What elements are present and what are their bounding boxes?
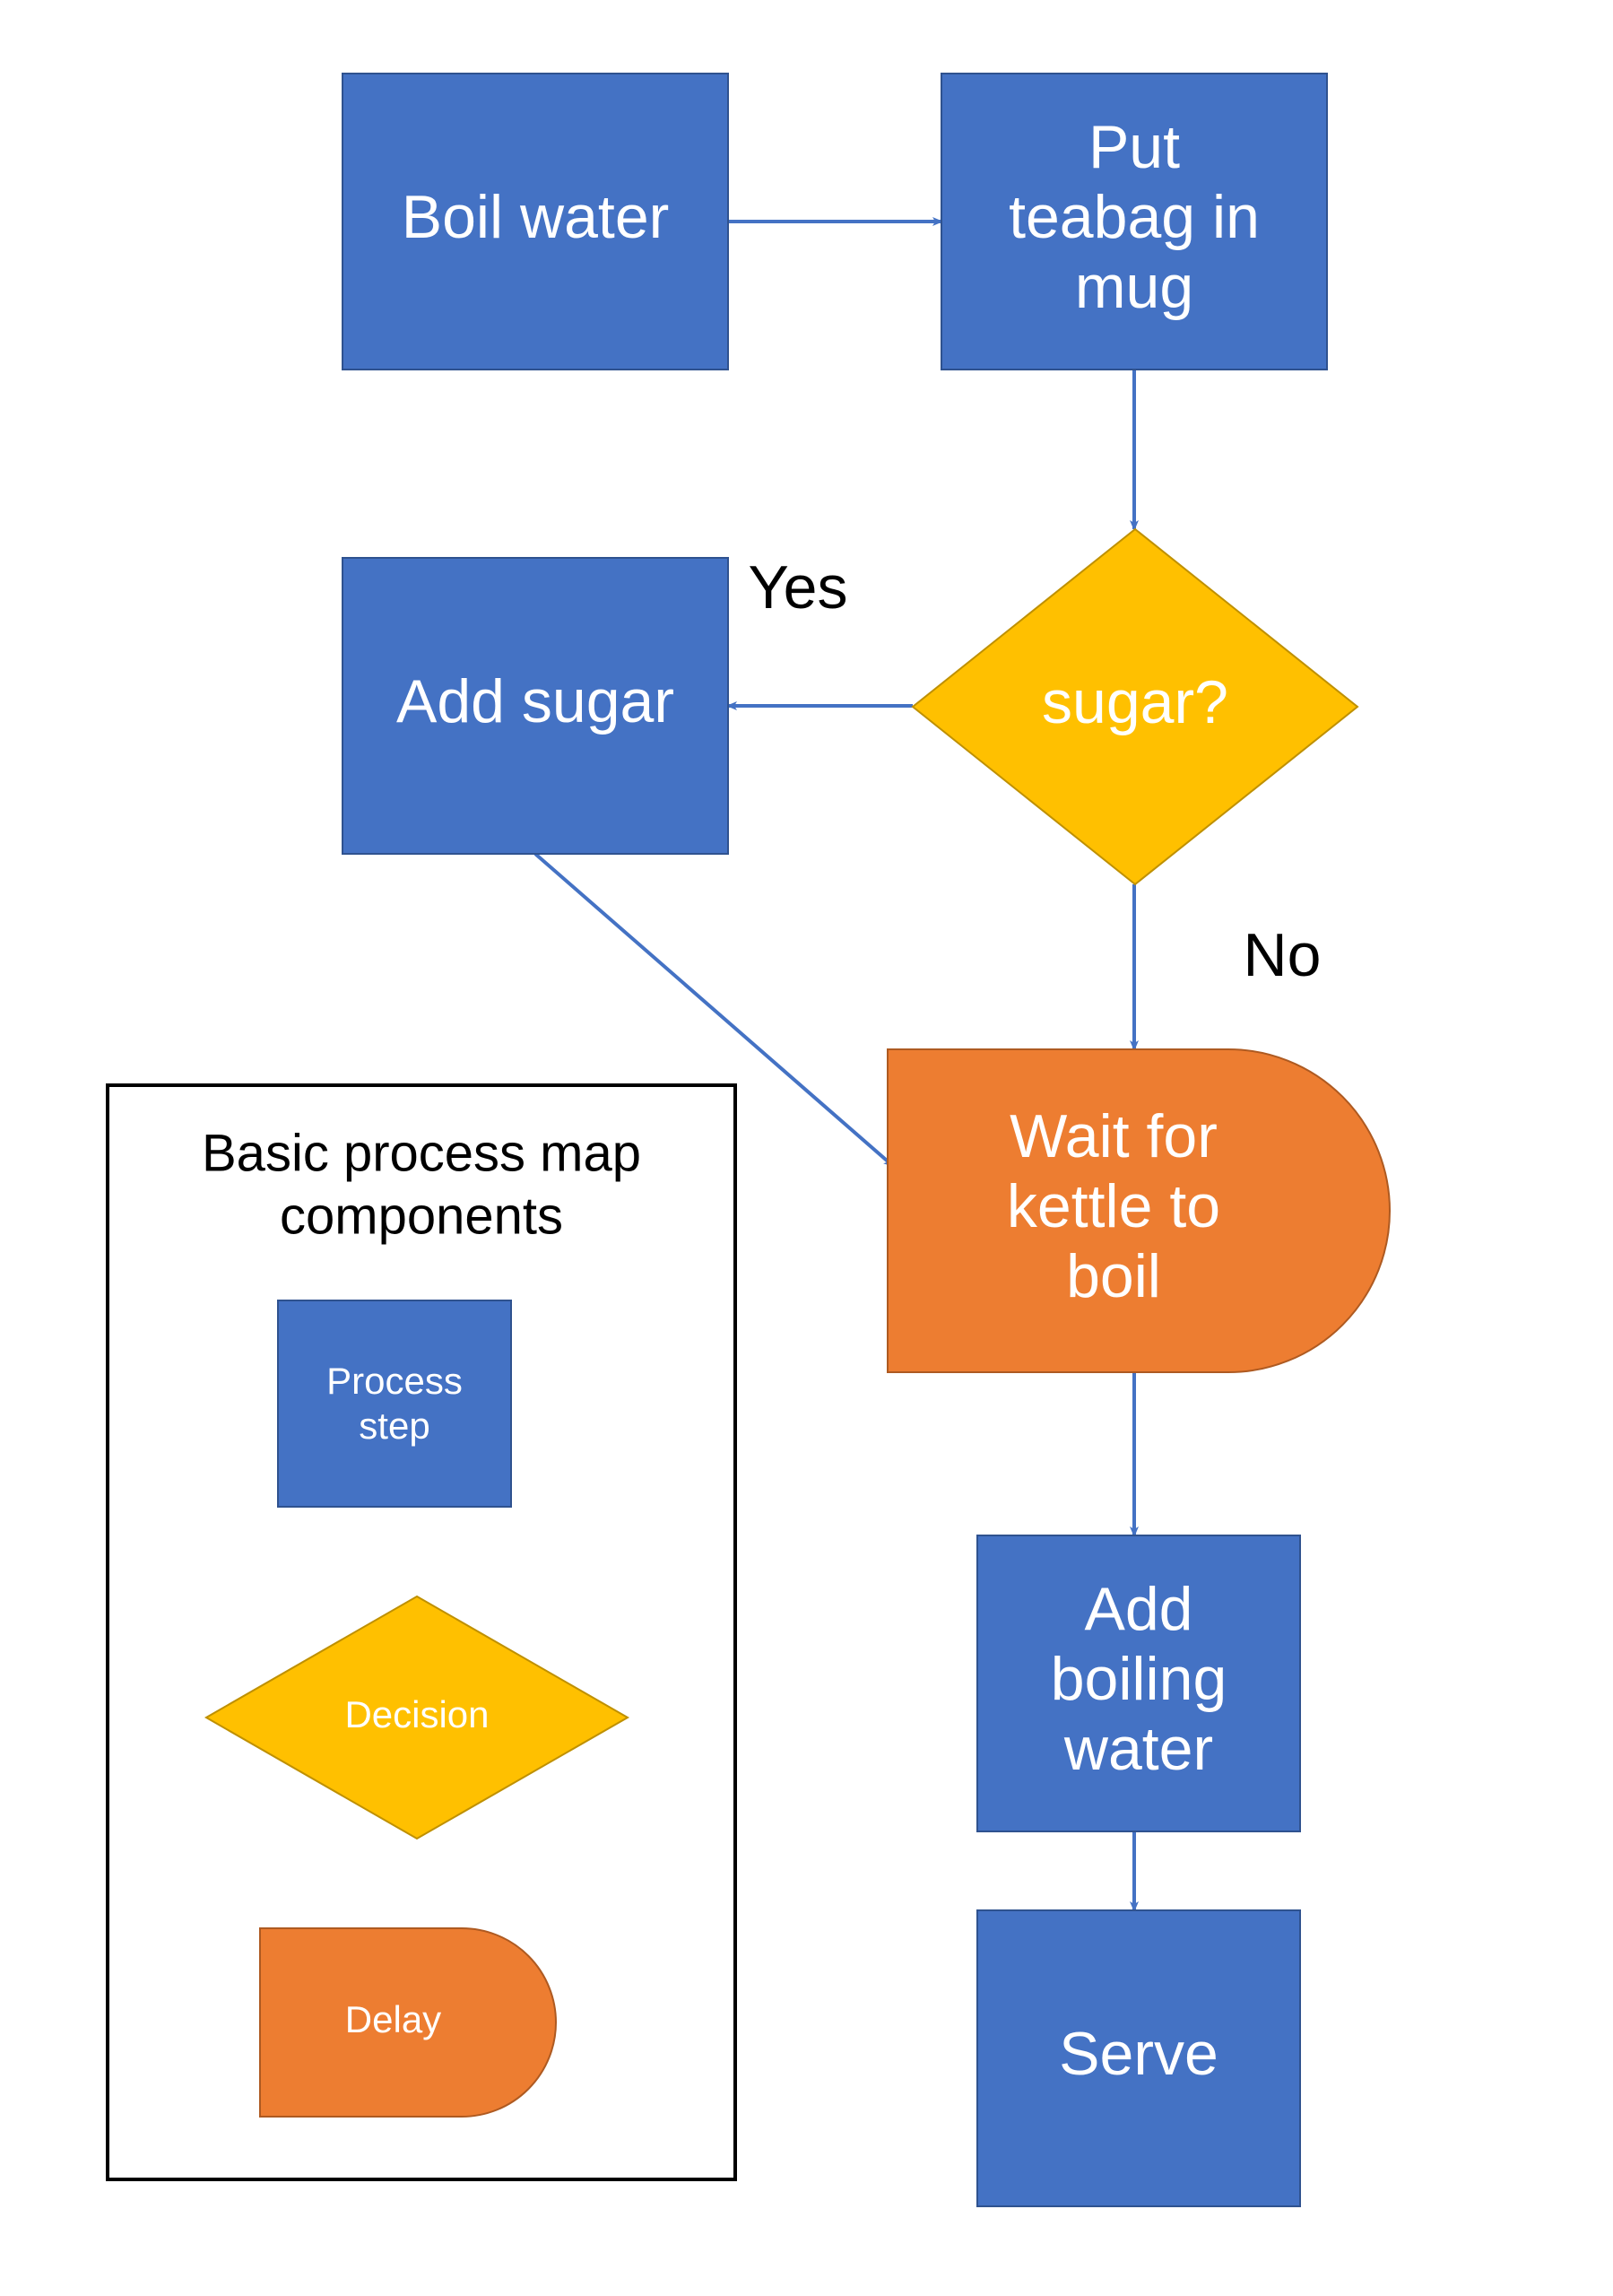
node-text: teabag in: [1009, 183, 1260, 251]
legend-title: Basic process map: [202, 1124, 641, 1182]
node-text: Put: [1088, 113, 1180, 181]
node-text: Add sugar: [396, 667, 674, 735]
edge-4: [535, 854, 893, 1166]
node-boil_water: Boil water: [343, 74, 728, 370]
svg-text:step: step: [359, 1405, 429, 1447]
node-serve: Serve: [977, 1910, 1300, 2206]
edge-label-no: No: [1244, 921, 1322, 989]
svg-text:Decision: Decision: [344, 1693, 489, 1735]
legend-process-icon: [278, 1300, 511, 1507]
edge-label-yes: Yes: [749, 553, 848, 622]
node-text: Boil water: [402, 183, 670, 251]
node-text: sugar?: [1042, 668, 1228, 736]
node-text: Add: [1085, 1575, 1193, 1643]
node-text: Wait for: [1010, 1102, 1218, 1170]
node-put_teabag: Putteabag inmug: [941, 74, 1327, 370]
node-text: Serve: [1059, 2020, 1218, 2088]
node-sugar_q: sugar?: [913, 529, 1357, 884]
node-text: boil: [1066, 1242, 1161, 1310]
node-wait_kettle: Wait forkettle toboil: [888, 1049, 1390, 1372]
node-text: water: [1063, 1715, 1213, 1783]
node-text: kettle to: [1007, 1172, 1220, 1240]
legend-title: components: [280, 1187, 563, 1245]
svg-text:Process: Process: [326, 1360, 463, 1402]
legend: Basic process mapcomponents Processstep De…: [108, 1085, 735, 2179]
node-add_sugar: Add sugar: [343, 558, 728, 854]
node-text: mug: [1075, 253, 1193, 321]
node-add_boiling: Addboilingwater: [977, 1535, 1300, 1831]
node-text: boiling: [1051, 1645, 1227, 1713]
svg-text:Delay: Delay: [345, 1998, 441, 2040]
